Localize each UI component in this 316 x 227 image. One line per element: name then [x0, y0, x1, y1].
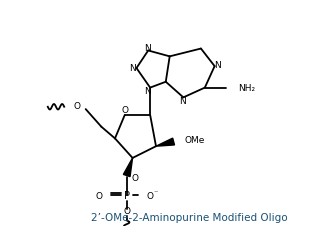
Text: N: N — [179, 96, 185, 106]
Text: N: N — [214, 60, 221, 69]
Text: N: N — [144, 86, 151, 95]
Text: 2’-OMe-2-Aminopurine Modified Oligo: 2’-OMe-2-Aminopurine Modified Oligo — [91, 212, 288, 222]
Text: O: O — [74, 102, 81, 111]
Text: P: P — [124, 190, 130, 200]
Text: O: O — [121, 105, 128, 114]
Text: NH₂: NH₂ — [238, 84, 255, 93]
Text: O: O — [123, 206, 130, 215]
Text: OMe: OMe — [184, 135, 204, 144]
Text: N: N — [144, 44, 150, 53]
Text: O: O — [95, 191, 102, 200]
Text: N: N — [129, 64, 136, 72]
Text: O: O — [131, 173, 138, 182]
Text: ⁻: ⁻ — [153, 188, 157, 197]
Polygon shape — [123, 158, 133, 177]
Text: O: O — [146, 191, 153, 200]
Polygon shape — [156, 138, 174, 147]
